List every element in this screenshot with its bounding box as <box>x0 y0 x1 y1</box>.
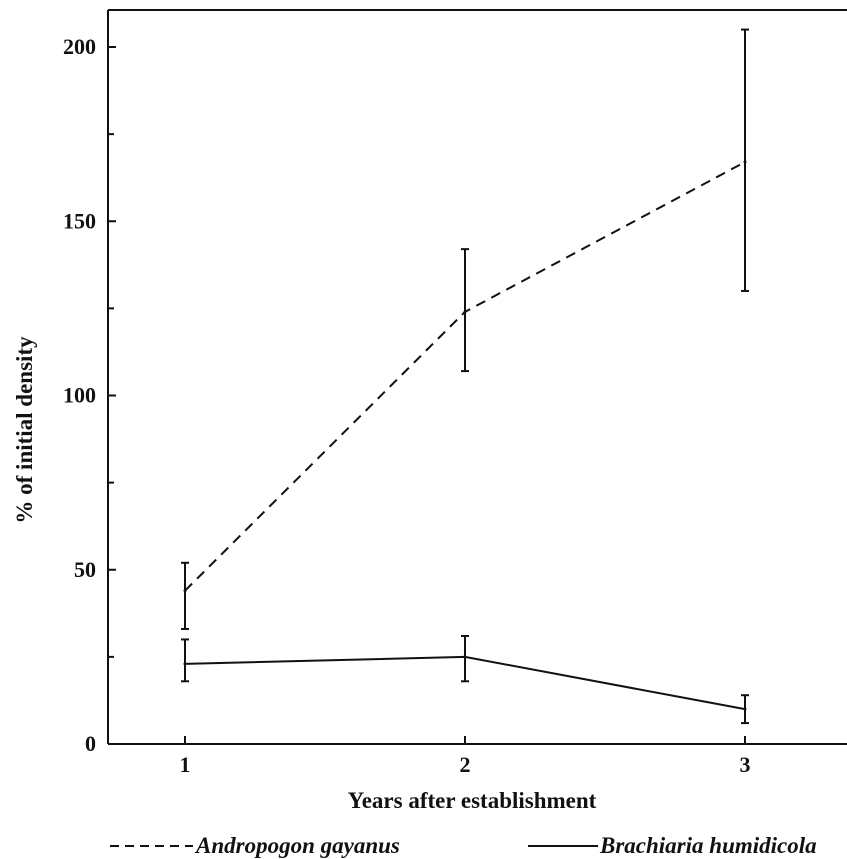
x-axis-ticks: 1 2 3 <box>180 736 751 777</box>
data-point <box>463 655 467 659</box>
y-axis-ticks: 0 50 100 150 200 <box>63 34 116 756</box>
x-tick-label: 1 <box>180 752 191 777</box>
y-axis-title: % of initial density <box>12 336 37 524</box>
series-line-andropogon <box>184 161 746 592</box>
data-point <box>463 310 467 314</box>
x-tick-label: 2 <box>460 752 471 777</box>
y-tick-label: 100 <box>63 383 96 408</box>
legend-label-brachiaria: Brachiaria humidicola <box>599 833 817 858</box>
y-tick-label: 200 <box>63 34 96 59</box>
data-point <box>183 589 187 593</box>
legend-label-andropogon: Andropogon gayanus <box>194 833 400 858</box>
data-point <box>183 662 187 666</box>
x-tick-label: 3 <box>740 752 751 777</box>
y-tick-label: 50 <box>74 557 96 582</box>
plot-frame <box>107 9 847 745</box>
x-axis-title: Years after establishment <box>348 788 597 813</box>
series-layer <box>181 28 749 725</box>
data-point <box>743 707 747 711</box>
y-tick-label: 0 <box>85 731 96 756</box>
data-point <box>743 160 747 164</box>
y-tick-label: 150 <box>63 208 96 233</box>
legend: Andropogon gayanus Brachiaria humidicola <box>110 833 817 858</box>
